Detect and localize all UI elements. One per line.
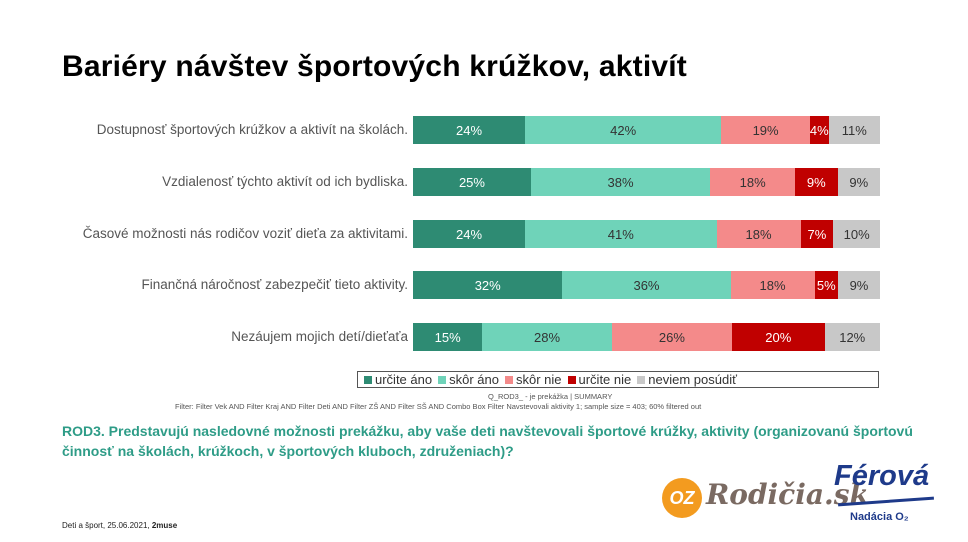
source-note: Q_ROD3_ - je prekážka | SUMMARY <box>488 392 613 401</box>
data-label: 38% <box>607 174 634 190</box>
data-label: 26% <box>658 329 685 345</box>
category-label: Finančná náročnosť zabezpečiť tieto akti… <box>141 277 408 292</box>
data-label: 41% <box>607 226 634 242</box>
data-label: 15% <box>434 329 461 345</box>
legend-label: určite áno <box>375 372 433 387</box>
legend-item: skôr áno <box>438 372 499 387</box>
bar-segment: 7% <box>800 220 834 248</box>
data-label: 20% <box>765 329 792 345</box>
survey-question: ROD3. Predstavujú nasledovné možnosti pr… <box>62 423 913 459</box>
ferova-logo: Férová <box>834 460 930 492</box>
bar-segment: 10% <box>833 220 880 248</box>
bar-segment: 9% <box>837 168 880 196</box>
data-label: 28% <box>534 329 561 345</box>
oz-logo: OZ <box>662 478 702 518</box>
bar-segment: 9% <box>837 271 880 299</box>
category-label: Časové možnosti nás rodičov voziť dieťa … <box>82 226 408 241</box>
page-title: Bariéry návštev športových krúžkov, akti… <box>62 50 687 83</box>
data-label: 10% <box>843 226 870 242</box>
bar-segment: 19% <box>721 116 810 144</box>
data-label: 9% <box>806 174 826 190</box>
data-label: 25% <box>458 174 485 190</box>
legend-swatch <box>637 375 646 384</box>
legend-swatch <box>438 375 447 384</box>
bar-segment: 20% <box>732 323 825 351</box>
nadacia-o2-logo: Nadácia O₂ <box>850 511 909 523</box>
filter-note: Filter: Filter Vek AND Filter Kraj AND F… <box>175 402 702 411</box>
data-label: 32% <box>474 277 501 293</box>
bar-segment: 11% <box>828 116 880 144</box>
data-label: 9% <box>849 174 869 190</box>
legend-item: určite áno <box>364 372 432 387</box>
data-label: 18% <box>739 174 766 190</box>
bar-segment: 9% <box>795 168 838 196</box>
data-label: 18% <box>745 226 772 242</box>
legend-swatch <box>567 375 576 384</box>
category-label: Dostupnosť športových krúžkov a aktivít … <box>96 122 408 137</box>
bar-segment: 5% <box>814 271 838 299</box>
bar-segment: 12% <box>824 323 880 351</box>
bar-segment: 18% <box>710 168 796 196</box>
bar-segment: 18% <box>730 271 815 299</box>
bar-segment: 18% <box>716 220 801 248</box>
bar-segment: 42% <box>525 116 722 144</box>
data-label: 19% <box>752 122 779 138</box>
footer-text: Deti a šport, 25.06.2021, <box>62 521 152 530</box>
legend-swatch <box>504 375 513 384</box>
data-label: 24% <box>456 122 483 138</box>
bar-segment: 32% <box>413 271 563 299</box>
data-label: 18% <box>759 277 786 293</box>
data-label: 24% <box>456 226 483 242</box>
bar-segment: 15% <box>413 323 483 351</box>
category-label: Vzdialenosť týchto aktivít od ich bydlis… <box>162 174 408 189</box>
legend-item: určite nie <box>567 372 632 387</box>
bar-segment: 26% <box>611 323 733 351</box>
bar-segment: 38% <box>530 168 711 196</box>
footer: Deti a šport, 25.06.2021, 2muse <box>62 521 177 530</box>
bar-segment: 41% <box>525 220 717 248</box>
category-label: Nezáujem mojich detí/dieťaťa <box>231 329 408 344</box>
bar-segment: 25% <box>413 168 531 196</box>
bar-segment: 4% <box>810 116 829 144</box>
bar-segment: 28% <box>482 323 612 351</box>
legend-item: skôr nie <box>504 372 562 387</box>
data-label: 36% <box>633 277 660 293</box>
bar-segment: 36% <box>562 271 731 299</box>
data-label: 7% <box>807 226 827 242</box>
bar-segment: 24% <box>413 116 526 144</box>
data-label: 12% <box>839 329 866 345</box>
data-label: 11% <box>841 122 867 138</box>
data-label: 4% <box>809 122 829 138</box>
bar-segment: 24% <box>413 220 526 248</box>
data-label: 42% <box>610 122 637 138</box>
legend-label: skôr nie <box>515 372 562 387</box>
legend-label: určite nie <box>578 372 632 387</box>
chart-legend: určite áno skôr áno skôr nie určite nie nevi… <box>357 371 879 388</box>
footer-brand: 2muse <box>151 521 178 530</box>
data-label: 5% <box>816 277 836 293</box>
data-label: 9% <box>849 277 869 293</box>
legend-label: neviem posúdiť <box>648 372 737 387</box>
legend-label: skôr áno <box>449 372 499 387</box>
legend-item: neviem posúdiť <box>637 372 737 387</box>
legend-swatch <box>364 375 372 384</box>
